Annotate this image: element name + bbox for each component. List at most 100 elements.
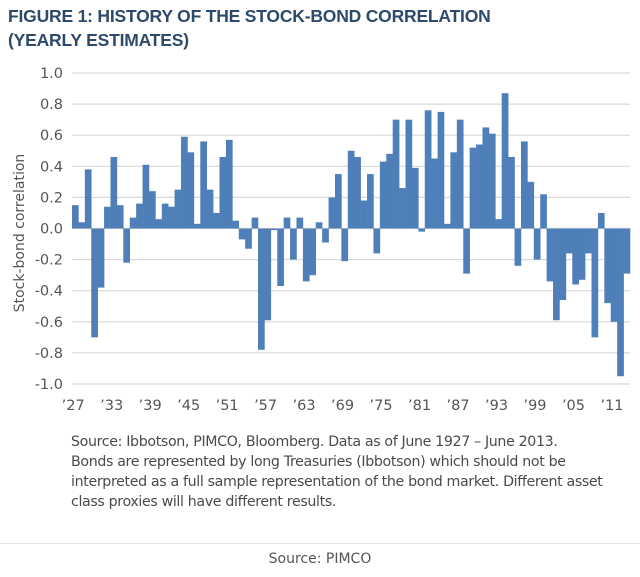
bar-1970	[347, 150, 355, 229]
bar-1928	[78, 222, 86, 229]
source-note-line: class proxies will have different result…	[71, 494, 337, 510]
bar-1960	[283, 217, 291, 229]
bar-2006	[578, 228, 586, 280]
bar-1937	[136, 203, 143, 229]
bars	[72, 93, 631, 377]
bar-1931	[97, 228, 105, 288]
x-tick-label: ’33	[100, 398, 123, 414]
bar-1979	[405, 119, 413, 229]
x-tick-label: ’05	[562, 398, 585, 414]
bar-1927	[72, 205, 79, 229]
bar-1944	[181, 136, 188, 229]
bar-1945	[187, 152, 195, 229]
bar-1933	[110, 156, 118, 229]
bar-1974	[373, 228, 381, 254]
chart-area: 1.0 0.8 0.6 0.4 0.2 0.0 -0.2 -0.4 -0.6 -0.8 -1.0 S…	[0, 58, 640, 428]
bar-1958	[270, 228, 278, 231]
bar-2013	[623, 228, 631, 274]
y-axis-ticks: 1.0 0.8 0.6 0.4 0.2 0.0 -0.2 -0.4 -0.6 -0.8 -1.0	[35, 66, 63, 393]
bar-1942	[168, 206, 175, 229]
bar-1998	[527, 181, 535, 229]
source-note-line: Bonds are represented by long Treasuries…	[71, 454, 566, 470]
footer-source: Source: PIMCO	[268, 551, 372, 567]
bar-2004	[565, 228, 573, 254]
bar-1990	[476, 144, 483, 229]
bar-1967	[328, 197, 336, 229]
x-tick-label: ’69	[331, 398, 354, 414]
bar-1949	[213, 212, 220, 229]
source-note-line: Source: Ibbotson, PIMCO, Bloomberg. Data…	[71, 434, 558, 450]
bar-1975	[379, 161, 387, 229]
y-tick-label: -0.8	[35, 346, 63, 362]
bar-1980	[411, 167, 419, 229]
bar-1966	[322, 228, 329, 243]
bar-1997	[520, 141, 528, 229]
bar-1943	[174, 189, 182, 229]
bar-1972	[360, 200, 368, 229]
y-tick-label: -0.4	[35, 284, 63, 300]
y-tick-label: -1.0	[35, 377, 63, 393]
bar-2000	[540, 194, 547, 229]
bar-1985	[444, 223, 451, 229]
bar-1934	[116, 205, 124, 229]
x-tick-label: ’45	[177, 398, 200, 414]
bar-1963	[302, 228, 310, 282]
bar-1993	[495, 219, 503, 229]
bar-1930	[91, 228, 98, 338]
bar-1951	[225, 139, 233, 229]
figure-title-line-2: (YEARLY ESTIMATES)	[8, 30, 189, 50]
bar-1994	[501, 93, 509, 229]
bar-1946	[193, 223, 201, 229]
bar-1983	[431, 158, 438, 229]
x-tick-label: ’51	[216, 398, 239, 414]
bar-1977	[392, 119, 400, 229]
bar-1936	[129, 217, 137, 229]
figure-title: FIGURE 1: HISTORY OF THE STOCK-BOND CORR…	[8, 4, 491, 52]
bar-1932	[104, 206, 111, 229]
source-note: Source: Ibbotson, PIMCO, Bloomberg. Data…	[71, 432, 631, 512]
bar-1955	[251, 217, 259, 229]
x-tick-label: ’11	[600, 398, 623, 414]
bar-1940	[155, 219, 163, 229]
bar-1968	[334, 174, 342, 229]
source-note-line: interpreted as a full sample representat…	[71, 474, 603, 490]
bar-1982	[424, 110, 432, 229]
x-tick-label: ’27	[62, 398, 85, 414]
bar-1938	[142, 164, 150, 229]
bar-chart: 1.0 0.8 0.6 0.4 0.2 0.0 -0.2 -0.4 -0.6 -0.8 -1.0 S…	[12, 66, 631, 414]
bar-1961	[290, 228, 297, 260]
bar-1941	[161, 203, 169, 229]
x-tick-label: ’81	[408, 398, 431, 414]
y-tick-label: -0.2	[35, 253, 63, 269]
bar-1995	[508, 156, 515, 229]
bar-1935	[123, 228, 131, 263]
bar-2005	[572, 228, 579, 285]
bar-1973	[367, 174, 374, 229]
bar-2012	[617, 228, 624, 377]
bar-2009	[597, 212, 605, 229]
x-tick-label: ’39	[139, 398, 162, 414]
bar-1988	[463, 228, 470, 274]
bar-1991	[482, 127, 490, 229]
x-axis-ticks: ’27 ’33 ’39 ’45 ’51 ’57 ’63 ’69 ’75 ’81 ’87 ’93 ’99 ’…	[62, 398, 624, 414]
bar-1976	[386, 153, 393, 229]
bar-1952	[232, 220, 240, 229]
bar-1953	[238, 228, 246, 240]
y-tick-label: 0.4	[40, 159, 63, 175]
bar-1978	[399, 188, 406, 229]
bar-2002	[553, 228, 560, 321]
x-tick-label: ’87	[446, 398, 469, 414]
x-tick-label: ’75	[370, 398, 393, 414]
bar-1954	[245, 228, 252, 249]
y-axis-label: Stock-bond correlation	[12, 154, 28, 313]
bar-1971	[354, 156, 361, 229]
bar-1989	[469, 147, 477, 229]
bar-1981	[418, 228, 426, 232]
bar-2011	[610, 228, 618, 322]
y-tick-label: 0.8	[40, 97, 63, 113]
bar-1962	[296, 217, 304, 229]
x-tick-label: ’99	[523, 398, 546, 414]
bar-1939	[148, 191, 156, 229]
y-tick-label: 0.2	[40, 190, 63, 206]
bar-2007	[585, 228, 592, 254]
